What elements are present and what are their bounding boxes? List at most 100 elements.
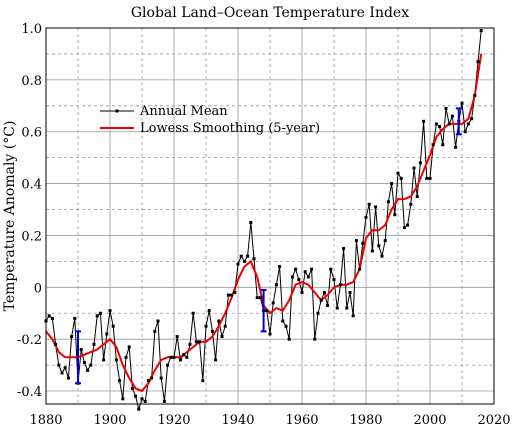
annual-mean-point — [268, 332, 272, 336]
annual-mean-point — [207, 309, 211, 313]
annual-mean-point — [169, 355, 173, 359]
annual-mean-point — [386, 200, 390, 204]
error-bar — [260, 288, 267, 333]
annual-mean-point — [278, 265, 282, 269]
annual-mean-point — [252, 257, 256, 261]
annual-mean-point — [470, 117, 474, 121]
annual-mean-point — [153, 329, 157, 333]
annual-mean-point — [425, 176, 429, 180]
annual-mean-point — [220, 335, 224, 339]
annual-mean-point — [105, 332, 109, 336]
annual-mean-point — [377, 244, 381, 248]
legend: Annual Mean Lowess Smoothing (5-year) — [100, 104, 320, 136]
annual-mean-point — [86, 368, 90, 372]
annual-mean-point — [300, 290, 304, 294]
annual-mean-point — [63, 366, 67, 370]
annual-mean-point — [124, 355, 128, 359]
annual-mean-point — [185, 355, 189, 359]
annual-mean-point — [351, 314, 355, 318]
annual-mean-point — [194, 340, 198, 344]
legend-smooth-label: Lowess Smoothing (5-year) — [140, 121, 320, 136]
y-tick-label: -0.4 — [17, 385, 42, 400]
x-tick-label: 1880 — [29, 413, 62, 428]
x-tick-label: 1940 — [221, 413, 254, 428]
annual-mean-point — [146, 379, 150, 383]
annual-mean-point — [463, 130, 467, 134]
annual-mean-point — [223, 324, 227, 328]
annual-mean-point — [476, 60, 480, 64]
annual-mean-point — [121, 397, 125, 401]
annual-mean-point — [82, 361, 86, 365]
y-tick-label: 0.4 — [21, 178, 42, 193]
annual-mean-point — [118, 379, 122, 383]
annual-mean-point — [233, 290, 237, 294]
y-tick-label: 0 — [34, 281, 42, 296]
x-tick-label: 1900 — [93, 413, 126, 428]
x-tick-label: 2000 — [413, 413, 446, 428]
annual-mean-point — [444, 106, 448, 110]
annual-mean-point — [345, 306, 349, 310]
markers-layer — [44, 29, 483, 411]
chart-title: Global Land–Ocean Temperature Index — [131, 5, 409, 21]
annual-mean-point — [89, 363, 93, 367]
annual-mean-point — [287, 337, 291, 341]
annual-mean-point — [50, 316, 54, 320]
annual-mean-point — [140, 397, 144, 401]
annual-mean-point — [159, 376, 163, 380]
annual-mean-point — [54, 342, 58, 346]
annual-mean-point — [447, 122, 451, 126]
annual-mean-point — [111, 324, 115, 328]
annual-mean-point — [479, 29, 483, 33]
annual-mean-point — [98, 311, 102, 315]
annual-mean-point — [332, 278, 336, 282]
annual-mean-point — [175, 335, 179, 339]
annual-mean-point — [454, 145, 458, 149]
annual-mean-point — [460, 101, 464, 105]
annual-mean-point — [137, 407, 141, 411]
annual-mean-point — [422, 119, 426, 123]
annual-mean-point — [358, 267, 362, 271]
annual-mean-point — [326, 303, 330, 307]
error-bar — [75, 330, 81, 385]
annual-mean-point — [70, 335, 74, 339]
annual-mean-point — [399, 176, 403, 180]
annual-mean-point — [66, 376, 70, 380]
annual-mean-point — [406, 223, 410, 227]
annual-mean-point — [367, 202, 371, 206]
y-tick-label: -0.2 — [17, 333, 42, 348]
y-tick-label: 0.6 — [21, 126, 42, 141]
annual-mean-point — [412, 166, 416, 170]
tick-labels: 1880 1900 1920 1940 1960 1980 2000 2020 -0.4 -0.2… — [17, 22, 511, 428]
annual-mean-point — [246, 254, 250, 258]
annual-mean-point — [114, 358, 118, 362]
annual-mean-point — [204, 324, 208, 328]
annual-mean-point — [418, 161, 422, 165]
annual-mean-point — [239, 254, 243, 258]
annual-mean-point — [265, 309, 269, 313]
annual-mean-point — [127, 345, 131, 349]
annual-mean-point — [162, 399, 166, 403]
annual-mean-point — [217, 319, 221, 323]
y-tick-label: 0.2 — [21, 229, 42, 244]
annual-mean-point — [342, 246, 346, 250]
x-tick-label: 2020 — [477, 413, 510, 428]
y-axis-label: Temperature Anomaly (°C) — [2, 121, 18, 312]
annual-mean-point — [178, 358, 182, 362]
annual-mean-point — [134, 394, 138, 398]
annual-mean-point — [258, 296, 262, 300]
error-bar — [455, 107, 462, 136]
annual-mean-point — [466, 122, 470, 126]
annual-mean-point — [390, 182, 394, 186]
error-bars — [75, 107, 462, 385]
annual-mean-point — [191, 311, 195, 315]
annual-mean-point — [284, 324, 288, 328]
annual-mean-point — [73, 316, 77, 320]
annual-mean-point — [316, 311, 320, 315]
annual-mean-point — [322, 290, 326, 294]
annual-mean-point — [409, 202, 413, 206]
annual-mean-point — [354, 239, 358, 243]
grid-lines — [45, 27, 495, 404]
annual-mean-point — [236, 262, 240, 266]
annual-mean-point — [441, 143, 445, 147]
annual-mean-line — [45, 30, 482, 412]
